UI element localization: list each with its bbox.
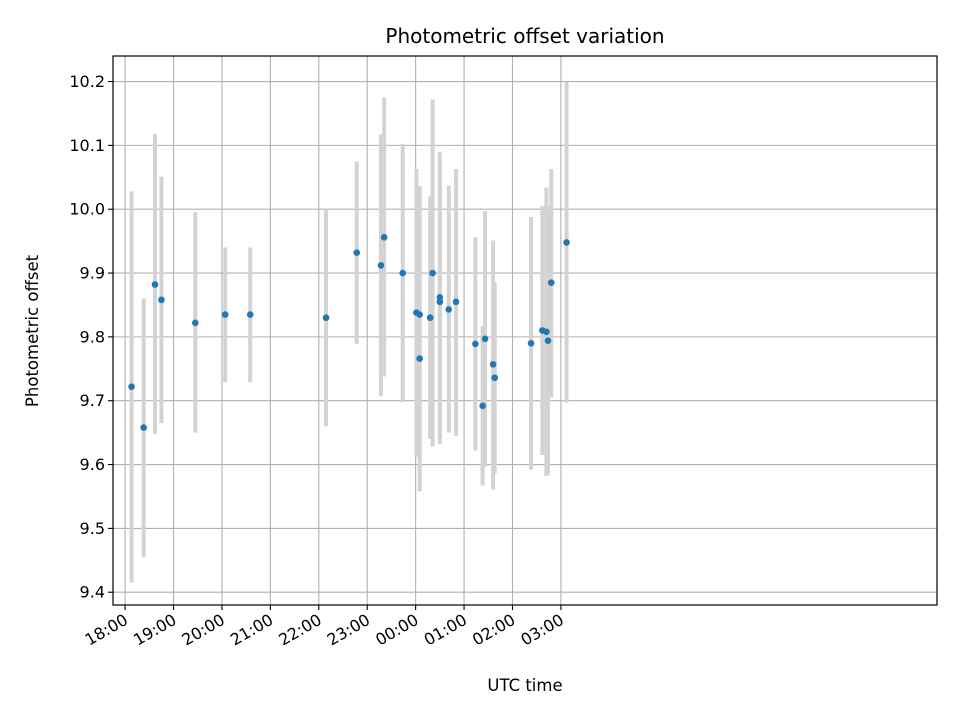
data-point — [481, 335, 489, 343]
data-point — [140, 424, 147, 431]
data-point — [380, 233, 388, 241]
plot-area: 18:0019:0020:0021:0022:0023:0000:0001:00… — [69, 55, 938, 650]
data-point — [445, 306, 453, 313]
axes-background — [113, 56, 937, 605]
y-tick-label: 10.1 — [69, 136, 105, 155]
y-tick-label: 10.2 — [69, 72, 105, 91]
data-point — [192, 319, 199, 327]
data-point — [436, 298, 444, 306]
y-tick-label: 9.6 — [80, 455, 105, 474]
data-point — [221, 311, 229, 318]
data-point — [416, 355, 423, 362]
data-point — [353, 249, 361, 256]
chart-title: Photometric offset variation — [385, 24, 664, 48]
data-point — [322, 314, 330, 322]
data-point — [452, 298, 460, 306]
x-axis-title: UTC time — [487, 676, 562, 695]
y-tick-label: 9.5 — [80, 519, 105, 538]
y-axis-title: Photometric offset — [23, 254, 42, 407]
y-tick-label: 9.4 — [80, 583, 105, 602]
data-point — [472, 340, 479, 348]
data-point — [544, 337, 552, 345]
data-point — [128, 383, 135, 390]
data-point — [491, 374, 499, 382]
y-axis-ticks: 9.4 9.5 9.6 9.7 9.8 9.9 10.0 10.1 10.2 — [69, 72, 113, 602]
grid-layer — [113, 56, 937, 605]
data-point — [416, 311, 423, 318]
data-point — [527, 339, 535, 347]
data-point — [489, 361, 497, 368]
marker-layer — [128, 233, 570, 431]
data-point — [547, 279, 555, 286]
data-point — [543, 328, 550, 336]
y-tick-label: 9.9 — [80, 264, 105, 283]
data-point — [158, 296, 165, 304]
y-tick-label: 9.7 — [80, 391, 105, 410]
data-point — [426, 314, 434, 322]
y-tick-label: 9.8 — [80, 327, 105, 346]
axes-frame — [112, 55, 938, 606]
y-tick-label: 10.0 — [69, 200, 105, 219]
data-point — [479, 402, 486, 410]
data-point — [151, 281, 159, 288]
data-point — [246, 311, 254, 318]
data-point — [563, 239, 570, 246]
data-point — [429, 269, 436, 277]
data-point — [377, 262, 385, 269]
data-point — [399, 269, 407, 277]
